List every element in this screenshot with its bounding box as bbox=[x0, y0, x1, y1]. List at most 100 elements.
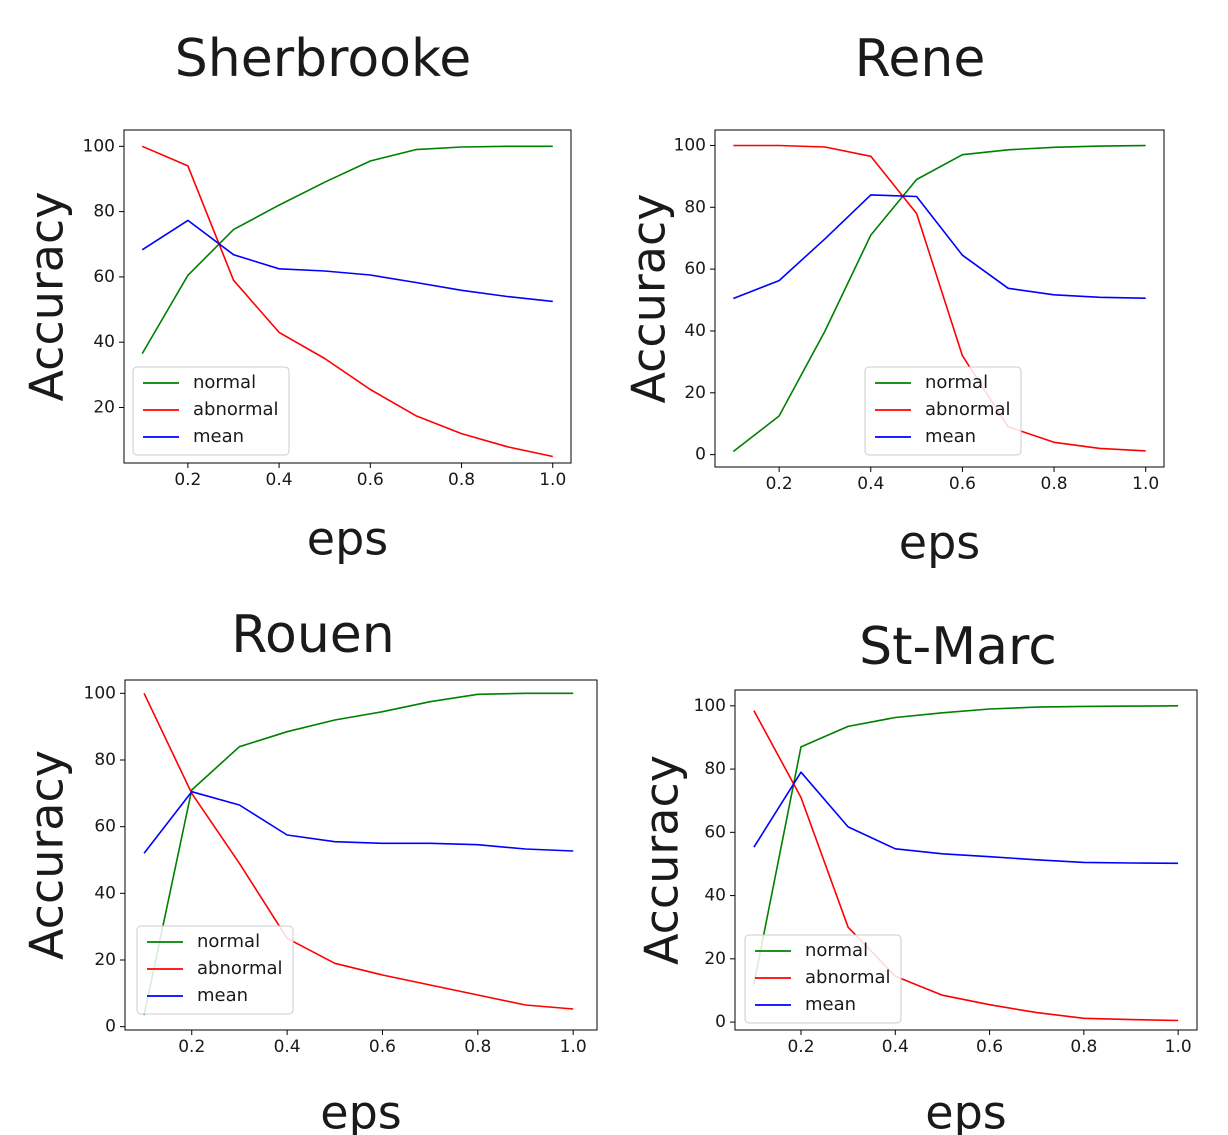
chart-panel-1: Sherbrooke Accuracy eps 0.2 0.4 0.6 0.8 1.0 20 40… bbox=[20, 29, 572, 566]
y-tick-label: 80 bbox=[94, 750, 116, 770]
legend-box bbox=[864, 366, 1022, 456]
legend-label-mean: mean bbox=[805, 994, 856, 1015]
series-line-mean bbox=[141, 219, 553, 303]
y-axis-label: Accuracy bbox=[20, 750, 74, 960]
y-tick-label: 20 bbox=[93, 398, 115, 418]
y-tick-label: 0 bbox=[715, 1012, 726, 1032]
legend: normal abnormal mean bbox=[864, 366, 1022, 456]
legend-label-normal: normal bbox=[197, 931, 260, 952]
plot-frame bbox=[714, 129, 1165, 468]
x-tick-label: 0.4 bbox=[266, 470, 293, 490]
y-tick-label: 60 bbox=[684, 259, 706, 279]
x-tick-label: 1.0 bbox=[1132, 474, 1159, 494]
series-line-abnormal bbox=[143, 692, 574, 1010]
x-tick-label: 0.8 bbox=[464, 1037, 491, 1057]
series-group bbox=[732, 144, 1146, 453]
x-tick-label: 0.6 bbox=[949, 474, 976, 494]
x-axis-label: eps bbox=[899, 516, 980, 570]
x-tick-label: 0.4 bbox=[882, 1037, 909, 1057]
legend: normal abnormal mean bbox=[136, 925, 294, 1015]
x-tick-label: 0.6 bbox=[369, 1037, 396, 1057]
y-tick-label: 40 bbox=[94, 883, 116, 903]
legend-label-abnormal: abnormal bbox=[197, 958, 283, 979]
legend-label-abnormal: abnormal bbox=[925, 399, 1011, 420]
y-axis-label: Accuracy bbox=[20, 191, 74, 401]
chart-panel-4: St-Marc Accuracy eps 0.2 0.4 0.6 0.8 1.0 0 20 40 60… bbox=[635, 617, 1198, 1135]
x-axis-label: eps bbox=[925, 1086, 1006, 1135]
series-line-normal bbox=[732, 144, 1146, 453]
series-line-normal bbox=[143, 692, 574, 1016]
chart-title: Rouen bbox=[231, 605, 395, 665]
y-tick-label: 80 bbox=[684, 197, 706, 217]
x-tick-label: 0.2 bbox=[766, 474, 793, 494]
series-line-mean bbox=[753, 771, 1179, 865]
x-tick-label: 0.2 bbox=[174, 470, 201, 490]
series-line-mean bbox=[733, 194, 1146, 300]
plot-frame bbox=[123, 129, 572, 464]
x-tick-label: 0.8 bbox=[1041, 474, 1068, 494]
legend-label-abnormal: abnormal bbox=[193, 399, 279, 420]
chart-panel-3: Rouen Accuracy eps 0.2 0.4 0.6 0.8 1.0 0 20 40 60 80… bbox=[20, 605, 598, 1135]
y-tick-label: 0 bbox=[695, 445, 706, 465]
x-tick-label: 0.4 bbox=[857, 474, 884, 494]
y-tick-label: 100 bbox=[674, 135, 706, 155]
chart-panel-2: Rene Accuracy eps 0.2 0.4 0.6 0.8 1.0 0 20 40 60 80 1… bbox=[622, 29, 1165, 570]
legend-label-normal: normal bbox=[925, 372, 988, 393]
y-tick-label: 20 bbox=[94, 950, 116, 970]
legend: normal abnormal mean bbox=[132, 366, 290, 456]
y-tick-label: 60 bbox=[94, 817, 116, 837]
series-group bbox=[143, 692, 574, 1016]
x-tick-label: 1.0 bbox=[1165, 1037, 1192, 1057]
x-tick-label: 0.4 bbox=[274, 1037, 301, 1057]
legend-label-normal: normal bbox=[805, 940, 868, 961]
x-tick-label: 0.8 bbox=[1070, 1037, 1097, 1057]
legend-box bbox=[136, 925, 294, 1015]
x-tick-label: 1.0 bbox=[560, 1037, 587, 1057]
x-tick-label: 0.2 bbox=[787, 1037, 814, 1057]
y-tick-label: 40 bbox=[93, 332, 115, 352]
y-tick-label: 40 bbox=[684, 321, 706, 341]
y-tick-label: 60 bbox=[93, 267, 115, 287]
y-tick-label: 80 bbox=[93, 202, 115, 222]
series-line-normal bbox=[753, 705, 1179, 985]
chart-title: Sherbrooke bbox=[175, 29, 471, 89]
legend-box bbox=[132, 366, 290, 456]
plot-frame bbox=[124, 679, 598, 1031]
legend-label-mean: mean bbox=[925, 426, 976, 447]
y-tick-label: 0 bbox=[105, 1017, 116, 1037]
legend-label-normal: normal bbox=[193, 372, 256, 393]
x-tick-label: 0.6 bbox=[976, 1037, 1003, 1057]
legend-label-mean: mean bbox=[197, 985, 248, 1006]
series-group bbox=[141, 145, 553, 458]
y-tick-label: 20 bbox=[684, 383, 706, 403]
x-tick-label: 1.0 bbox=[539, 470, 566, 490]
legend-box bbox=[744, 934, 902, 1024]
y-axis-label: Accuracy bbox=[635, 755, 689, 965]
series-group bbox=[753, 705, 1179, 1022]
x-axis-label: eps bbox=[307, 512, 388, 566]
y-tick-label: 100 bbox=[83, 136, 115, 156]
series-line-abnormal bbox=[753, 710, 1179, 1022]
y-tick-label: 20 bbox=[704, 949, 726, 969]
y-axis-label: Accuracy bbox=[622, 193, 676, 403]
x-tick-label: 0.2 bbox=[178, 1037, 205, 1057]
series-line-mean bbox=[143, 790, 574, 854]
plot-frame bbox=[734, 689, 1198, 1031]
legend: normal abnormal mean bbox=[744, 934, 902, 1024]
y-tick-label: 80 bbox=[704, 759, 726, 779]
series-line-normal bbox=[141, 145, 553, 355]
y-tick-label: 60 bbox=[704, 822, 726, 842]
legend-label-abnormal: abnormal bbox=[805, 967, 891, 988]
y-tick-label: 100 bbox=[84, 683, 116, 703]
chart-title: St-Marc bbox=[859, 617, 1057, 677]
series-line-abnormal bbox=[733, 144, 1146, 452]
series-line-abnormal bbox=[141, 145, 553, 458]
x-tick-label: 0.8 bbox=[448, 470, 475, 490]
legend-label-mean: mean bbox=[193, 426, 244, 447]
y-tick-label: 100 bbox=[694, 696, 726, 716]
y-tick-label: 40 bbox=[704, 886, 726, 906]
x-tick-label: 0.6 bbox=[357, 470, 384, 490]
x-axis-label: eps bbox=[320, 1086, 401, 1135]
chart-title: Rene bbox=[855, 29, 986, 89]
